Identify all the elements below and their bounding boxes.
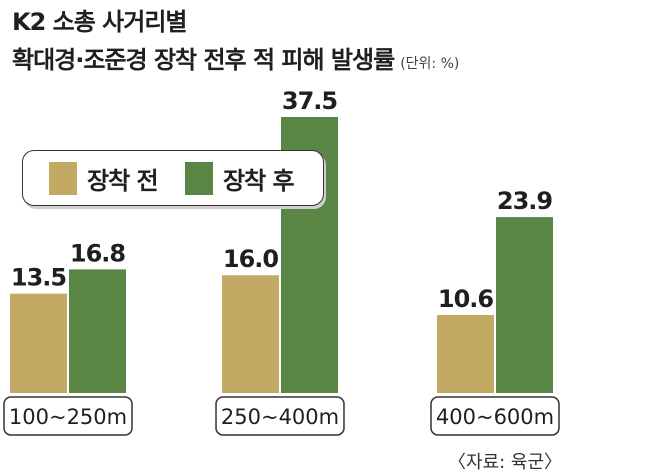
source-note: 〈자료: 육군〉 [448,452,563,473]
category-label-1: 250~400m [221,405,339,429]
chart-subtitle: 확대경·조준경 장착 전후 적 피해 발생률 (단위: %) [12,40,459,75]
unit-note: (단위: %) [400,56,460,72]
legend-label-after: 장착 후 [223,167,295,195]
value-label-after-0: 16.8 [70,239,126,267]
value-label-before-2: 10.6 [438,285,494,313]
bar-before-0 [10,293,67,393]
value-label-before-0: 13.5 [11,264,67,292]
legend: 장착 전 장착 후 [22,150,324,206]
chart-subtitle-text: 확대경·조준경 장착 전후 적 피해 발생률 [12,46,395,74]
legend-swatch-after [185,162,213,195]
value-label-after-2: 23.9 [497,187,553,215]
bar-after-2 [496,217,553,393]
bar-before-1 [222,275,279,393]
legend-label-before: 장착 전 [87,167,159,195]
category-box-0 [3,396,133,436]
legend-item-before: 장착 전 [49,161,159,196]
category-box-1 [215,396,345,436]
value-label-before-1: 16.0 [223,245,279,273]
value-label-after-1: 37.5 [282,87,338,115]
bar-after-0 [69,269,126,393]
legend-item-after: 장착 후 [185,161,295,196]
bar-before-2 [437,314,494,393]
category-box-2 [430,396,560,436]
legend-swatch-before [49,162,77,195]
category-label-2: 400~600m [436,405,554,429]
chart-title: K2 소총 사거리별 [12,8,187,36]
category-label-0: 100~250m [9,405,127,429]
